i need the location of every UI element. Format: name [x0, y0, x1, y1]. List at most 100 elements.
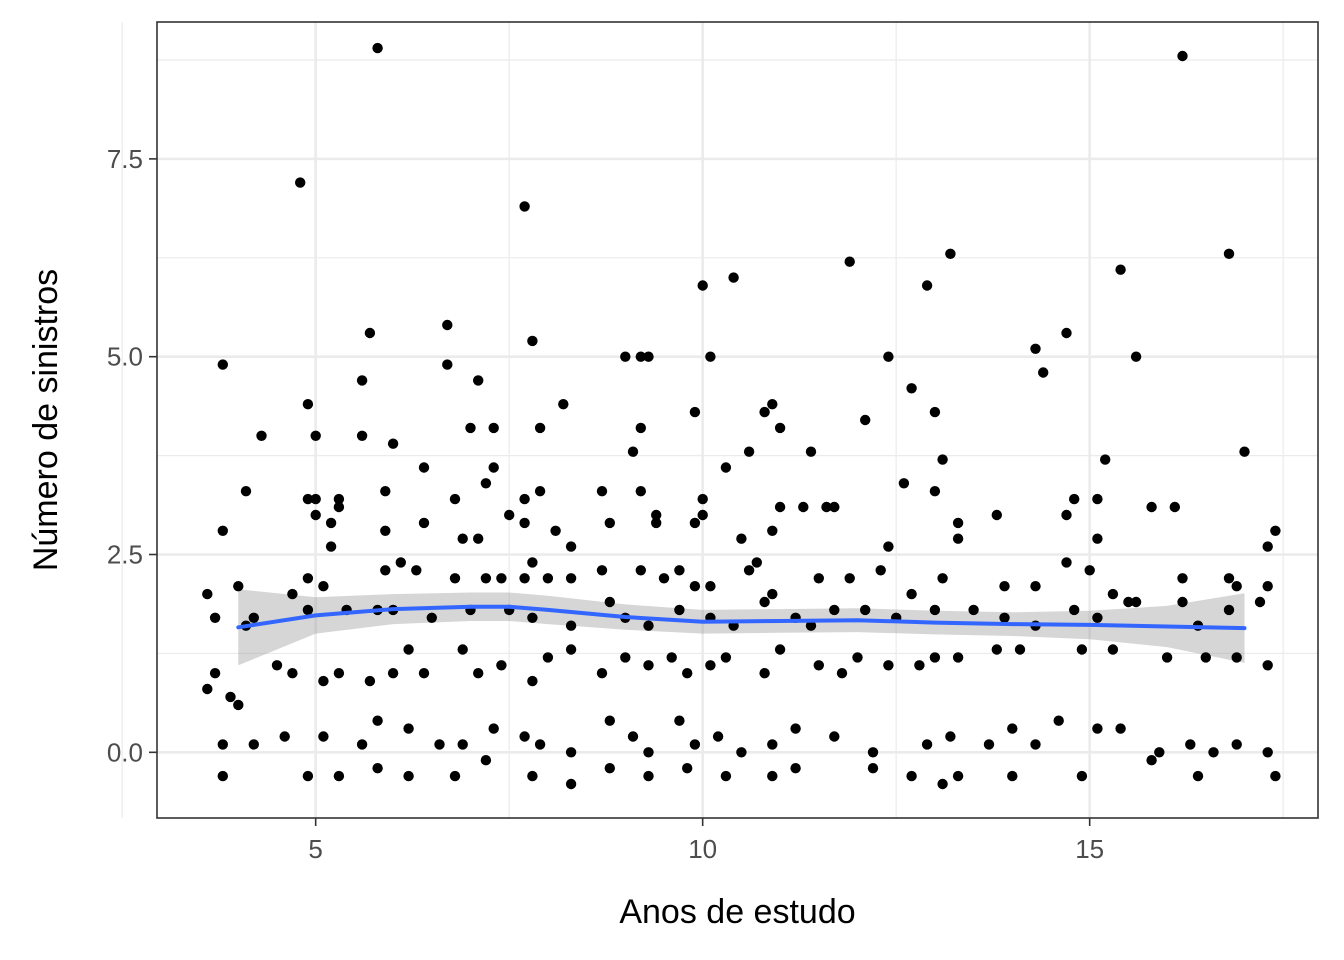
data-point: [712, 731, 724, 742]
data-point: [403, 770, 414, 782]
data-point: [651, 509, 662, 521]
data-point: [620, 652, 631, 663]
data-point: [1223, 573, 1235, 584]
data-point: [488, 723, 499, 734]
data-point: [689, 739, 701, 750]
data-point: [519, 493, 530, 505]
data-point: [1076, 770, 1088, 782]
data-point: [372, 763, 383, 774]
data-point: [852, 652, 863, 663]
data-point: [759, 596, 770, 608]
data-point: [798, 501, 809, 513]
data-point: [635, 422, 646, 434]
data-point: [302, 770, 314, 782]
data-point: [449, 573, 461, 584]
data-point: [767, 770, 778, 782]
data-point: [682, 668, 693, 679]
data-point: [767, 739, 778, 750]
data-point: [565, 778, 577, 790]
data-point: [604, 596, 615, 608]
data-point: [875, 565, 886, 576]
y-axis-title: Número de sinistros: [27, 269, 65, 571]
data-point: [759, 406, 770, 418]
data-point: [380, 565, 391, 576]
data-point: [983, 739, 995, 750]
data-point: [643, 770, 654, 782]
data-point: [473, 668, 484, 679]
data-point: [697, 509, 708, 521]
data-point: [558, 399, 569, 410]
data-point: [449, 493, 461, 505]
data-point: [1270, 525, 1281, 536]
data-point: [356, 375, 368, 386]
data-point: [1092, 723, 1103, 734]
data-point: [403, 723, 414, 734]
data-point: [565, 573, 577, 584]
data-point: [1262, 660, 1273, 671]
data-point: [805, 620, 817, 631]
data-point: [527, 557, 538, 568]
data-point: [999, 581, 1010, 592]
data-point: [929, 486, 941, 497]
data-point: [395, 557, 406, 568]
data-point: [774, 422, 786, 434]
data-point: [705, 581, 716, 592]
data-point: [418, 668, 430, 679]
data-point: [473, 533, 484, 544]
data-point: [1007, 770, 1018, 782]
data-point: [248, 739, 259, 750]
data-point: [364, 675, 376, 687]
data-point: [906, 770, 917, 782]
y-tick-label: 5.0: [107, 342, 143, 372]
data-point: [202, 588, 213, 600]
data-point: [1061, 327, 1072, 339]
data-point: [805, 446, 817, 457]
data-point: [496, 573, 507, 584]
data-point: [542, 652, 554, 663]
data-point: [829, 731, 840, 742]
data-point: [759, 668, 770, 679]
data-point: [929, 604, 941, 616]
data-point: [860, 414, 871, 426]
data-point: [418, 517, 430, 529]
data-point: [743, 565, 755, 576]
data-point: [1130, 596, 1142, 608]
data-point: [1223, 248, 1235, 259]
data-point: [565, 747, 577, 758]
data-point: [813, 573, 824, 584]
data-point: [1030, 739, 1041, 750]
data-point: [1161, 652, 1173, 663]
data-point: [1069, 493, 1080, 505]
data-point: [682, 763, 693, 774]
data-point: [952, 517, 964, 529]
axes: 5 10 15 0.0 2.5 5.0 7.5: [107, 144, 1104, 864]
data-point: [596, 486, 608, 497]
data-point: [279, 731, 290, 742]
data-point: [310, 430, 321, 441]
data-point: [1107, 644, 1119, 655]
data-point: [813, 660, 824, 671]
data-point: [1061, 557, 1072, 568]
data-point: [774, 644, 786, 655]
data-point: [914, 660, 925, 671]
data-point: [1146, 501, 1157, 513]
data-point: [1007, 723, 1018, 734]
data-point: [883, 541, 894, 552]
data-point: [217, 525, 228, 536]
data-point: [302, 573, 314, 584]
gridlines: [121, 22, 1318, 818]
data-point: [720, 462, 732, 473]
data-point: [821, 501, 832, 513]
data-point: [720, 770, 732, 782]
data-point: [929, 406, 941, 418]
data-point: [1061, 509, 1072, 521]
data-point: [256, 430, 267, 441]
data-point: [658, 573, 670, 584]
data-point: [921, 739, 933, 750]
data-point: [519, 573, 530, 584]
data-point: [921, 280, 933, 291]
data-point: [411, 565, 422, 576]
data-point: [1014, 644, 1026, 655]
data-point: [295, 177, 306, 188]
data-point: [364, 327, 376, 339]
